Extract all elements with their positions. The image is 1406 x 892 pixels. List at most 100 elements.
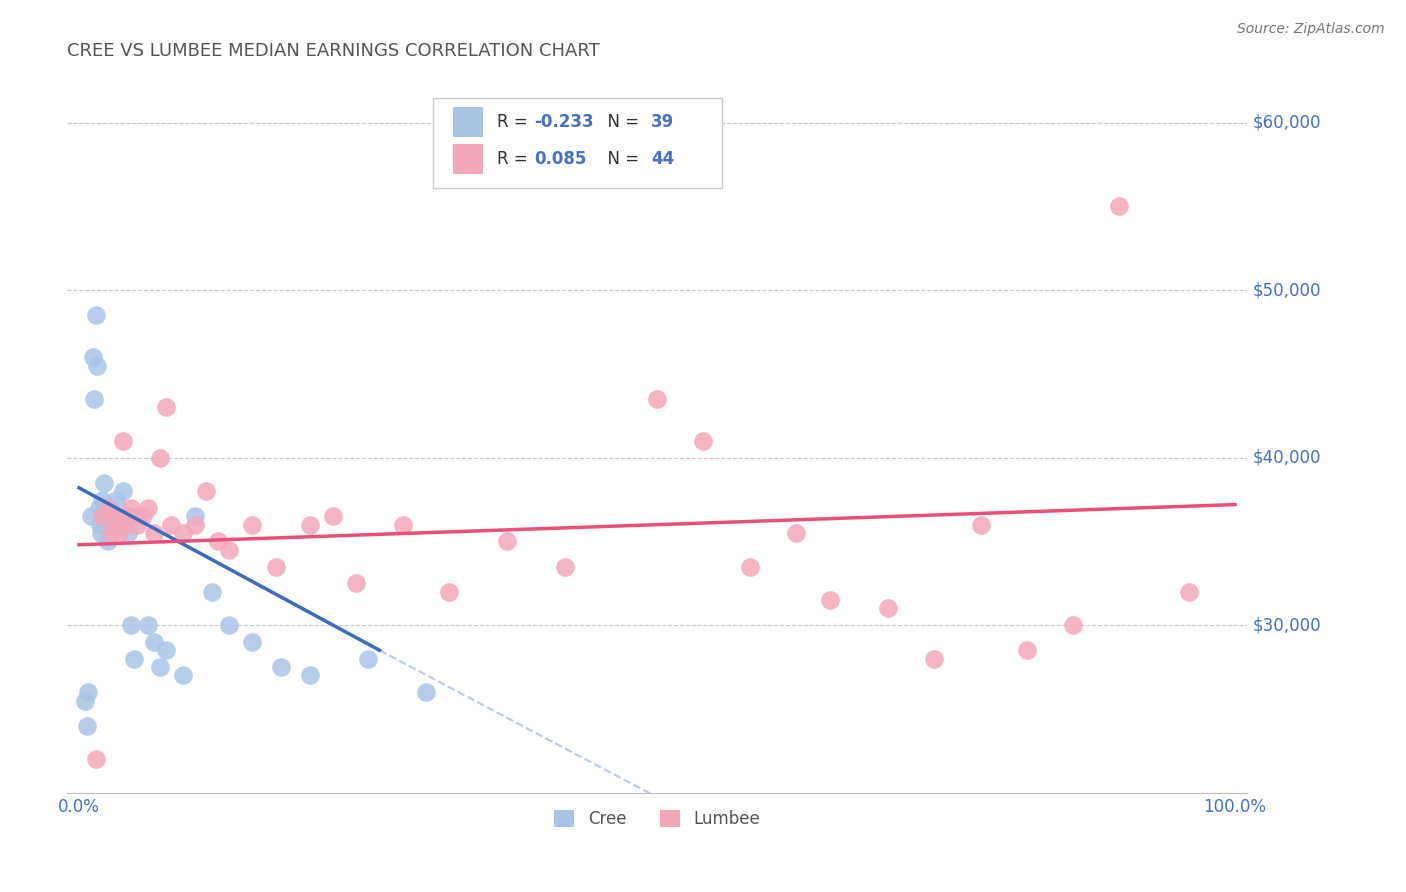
Point — [97, 534, 120, 549]
Point — [201, 584, 224, 599]
Point — [346, 576, 368, 591]
Point — [83, 392, 105, 406]
Point — [149, 660, 172, 674]
Point — [242, 635, 264, 649]
Point — [357, 651, 380, 665]
Point — [218, 618, 240, 632]
Text: R =: R = — [496, 112, 533, 131]
Point — [415, 685, 437, 699]
Point — [1062, 618, 1084, 632]
Point — [172, 526, 194, 541]
Point — [391, 517, 413, 532]
Point — [877, 601, 900, 615]
Text: 44: 44 — [651, 150, 675, 168]
Text: $40,000: $40,000 — [1253, 449, 1322, 467]
Text: -0.233: -0.233 — [534, 112, 593, 131]
Text: N =: N = — [598, 150, 644, 168]
Point — [172, 668, 194, 682]
Legend: Cree, Lumbee: Cree, Lumbee — [548, 803, 766, 835]
Text: N =: N = — [598, 112, 644, 131]
Point — [120, 500, 142, 515]
Point — [98, 500, 121, 515]
Point — [299, 668, 322, 682]
Point — [322, 509, 344, 524]
Point — [117, 509, 139, 524]
Point — [1015, 643, 1038, 657]
Point — [82, 350, 104, 364]
Point — [128, 509, 150, 524]
Point — [86, 359, 108, 373]
Point — [183, 509, 205, 524]
Point — [97, 509, 120, 524]
Point — [692, 434, 714, 448]
Point — [183, 517, 205, 532]
FancyBboxPatch shape — [453, 107, 482, 136]
Point — [138, 618, 160, 632]
Point — [495, 534, 517, 549]
Point — [138, 500, 160, 515]
Point — [645, 392, 668, 406]
Point — [1178, 584, 1201, 599]
Point — [155, 401, 177, 415]
Point — [104, 517, 127, 532]
Point — [195, 484, 218, 499]
Point — [117, 526, 139, 541]
Point — [270, 660, 292, 674]
Text: 0.085: 0.085 — [534, 150, 586, 168]
Point — [87, 500, 110, 515]
Point — [299, 517, 322, 532]
Text: $60,000: $60,000 — [1253, 113, 1322, 132]
Point — [124, 651, 146, 665]
Point — [820, 593, 842, 607]
Point — [149, 450, 172, 465]
Point — [86, 752, 108, 766]
Point — [91, 492, 114, 507]
Point — [143, 526, 166, 541]
FancyBboxPatch shape — [433, 97, 721, 187]
Text: R =: R = — [496, 150, 533, 168]
Point — [143, 635, 166, 649]
Text: Source: ZipAtlas.com: Source: ZipAtlas.com — [1237, 22, 1385, 37]
Point — [77, 685, 100, 699]
Point — [131, 509, 153, 524]
Point — [100, 526, 122, 541]
Point — [89, 517, 111, 532]
Point — [207, 534, 229, 549]
Point — [97, 500, 120, 515]
Point — [160, 517, 183, 532]
Point — [125, 517, 148, 532]
Point — [104, 492, 127, 507]
Text: $50,000: $50,000 — [1253, 281, 1322, 299]
Point — [120, 618, 142, 632]
Point — [970, 517, 993, 532]
Text: CREE VS LUMBEE MEDIAN EARNINGS CORRELATION CHART: CREE VS LUMBEE MEDIAN EARNINGS CORRELATI… — [67, 42, 600, 60]
FancyBboxPatch shape — [453, 144, 482, 174]
Point — [1108, 199, 1130, 213]
Point — [437, 584, 460, 599]
Point — [738, 559, 761, 574]
Point — [264, 559, 287, 574]
Point — [108, 526, 131, 541]
Point — [242, 517, 264, 532]
Point — [155, 643, 177, 657]
Point — [785, 526, 807, 541]
Point — [108, 517, 131, 532]
Point — [91, 509, 114, 524]
Point — [114, 517, 136, 532]
Point — [73, 693, 96, 707]
Point — [93, 475, 115, 490]
Point — [79, 509, 101, 524]
Point — [924, 651, 946, 665]
Point — [554, 559, 576, 574]
Point — [111, 484, 134, 499]
Point — [103, 509, 125, 524]
Point — [94, 500, 117, 515]
Text: $30,000: $30,000 — [1253, 616, 1322, 634]
Point — [111, 434, 134, 448]
Point — [218, 542, 240, 557]
Point — [86, 308, 108, 322]
Point — [103, 517, 125, 532]
Point — [90, 526, 112, 541]
Point — [114, 509, 136, 524]
Text: 39: 39 — [651, 112, 675, 131]
